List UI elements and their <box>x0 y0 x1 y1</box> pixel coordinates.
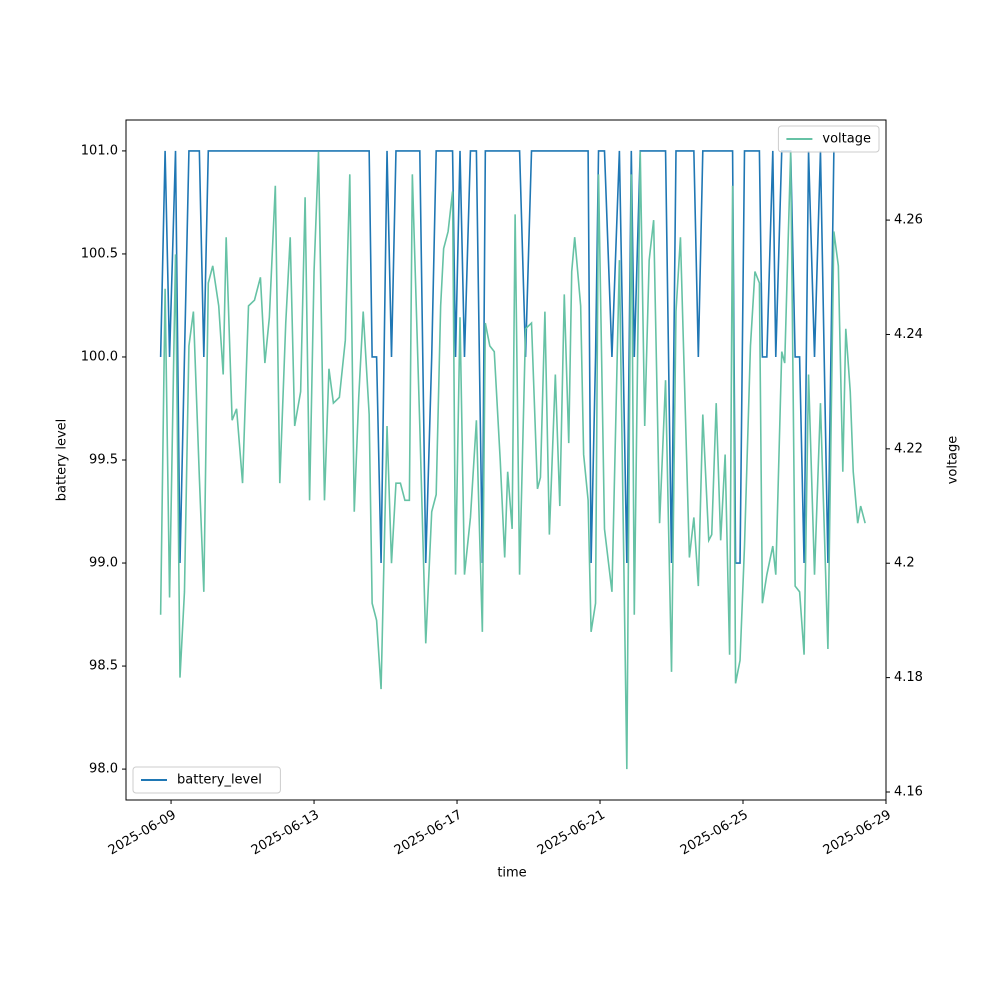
line-series <box>159 151 866 770</box>
y2-axis-label: voltage <box>946 436 961 485</box>
y2-tick-label: 4.2 <box>894 556 915 571</box>
y2-tick-label: 4.16 <box>894 784 923 799</box>
plot-frame <box>125 119 887 801</box>
y2-tick-label: 4.24 <box>894 327 923 342</box>
y-tick-label: 100.0 <box>81 349 118 364</box>
y-tick-label: 101.0 <box>81 143 118 158</box>
y-tick-label: 98.0 <box>89 762 118 777</box>
y2-tick-label: 4.26 <box>894 213 923 228</box>
y-tick-label: 99.0 <box>89 556 118 571</box>
legend-box <box>777 125 880 153</box>
x-axis-label: time <box>497 866 526 881</box>
line-series <box>159 150 835 564</box>
y-axis-label: battery level <box>55 419 70 502</box>
y-tick-label: 100.5 <box>81 246 118 261</box>
legend-box <box>132 766 281 794</box>
y2-tick-label: 4.18 <box>894 670 923 685</box>
y2-tick-label: 4.22 <box>894 441 923 456</box>
y-tick-label: 99.5 <box>89 453 118 468</box>
legend-label: battery_level <box>177 773 262 788</box>
y-tick-label: 98.5 <box>89 659 118 674</box>
legend-label: voltage <box>822 132 871 147</box>
